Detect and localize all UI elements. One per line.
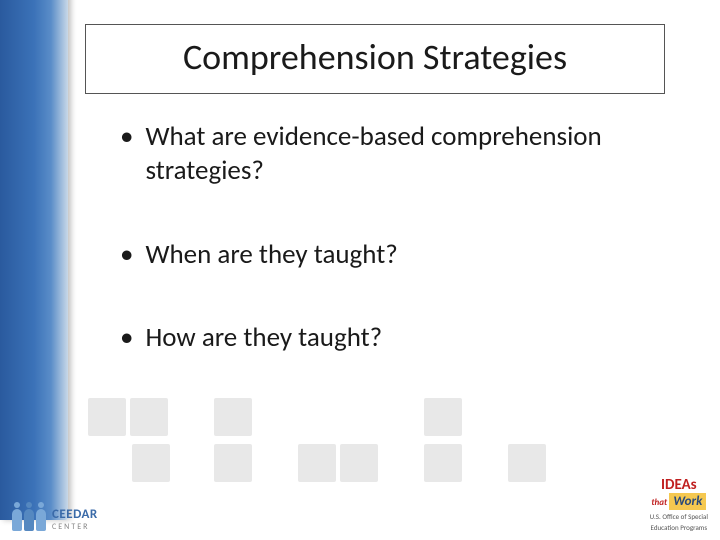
ceedar-label: CEEDAR	[52, 507, 98, 522]
ideas-line2: that Work	[650, 493, 708, 510]
footer: CEEDAR CENTER IDEAs that Work U.S. Offic…	[12, 478, 708, 532]
ideas-work: Work	[669, 493, 706, 510]
bullet-mark-icon: •	[120, 120, 133, 188]
ideas-logo: IDEAs that Work U.S. Office of Special E…	[650, 478, 708, 532]
title-box: Comprehension Strategies	[85, 24, 665, 94]
ideas-sub2: Education Programs	[650, 523, 708, 532]
decorative-squares	[88, 396, 688, 482]
square-icon	[424, 444, 462, 482]
bullet-list: • What are evidence-based comprehension …	[120, 120, 660, 405]
ideas-sub1: U.S. Office of Special	[650, 512, 708, 521]
slide-title: Comprehension Strategies	[106, 35, 644, 79]
blue-sidebar	[0, 0, 68, 520]
ceedar-logo: CEEDAR CENTER	[12, 507, 98, 532]
square-icon	[88, 398, 126, 436]
square-icon	[130, 398, 168, 436]
bullet-mark-icon: •	[120, 321, 133, 355]
square-icon	[214, 398, 252, 436]
bullet-mark-icon: •	[120, 238, 133, 272]
ceedar-figures-icon	[12, 509, 46, 531]
bullet-item: • How are they taught?	[120, 321, 660, 355]
square-icon	[132, 444, 170, 482]
bullet-item: • What are evidence-based comprehension …	[120, 120, 660, 188]
square-icon	[298, 444, 336, 482]
square-icon	[214, 444, 252, 482]
bullet-text: When are they taught?	[145, 238, 660, 272]
square-icon	[508, 444, 546, 482]
bullet-text: What are evidence-based comprehension st…	[145, 120, 660, 188]
ceedar-text-block: CEEDAR CENTER	[52, 507, 98, 532]
ideas-that: that	[651, 497, 667, 508]
bullet-text: How are they taught?	[145, 321, 660, 355]
ideas-line1: IDEAs	[650, 478, 708, 493]
ideas-word: IDEAs	[661, 476, 697, 494]
square-icon	[424, 398, 462, 436]
square-icon	[340, 444, 378, 482]
ceedar-sublabel: CENTER	[52, 522, 98, 532]
bullet-item: • When are they taught?	[120, 238, 660, 272]
